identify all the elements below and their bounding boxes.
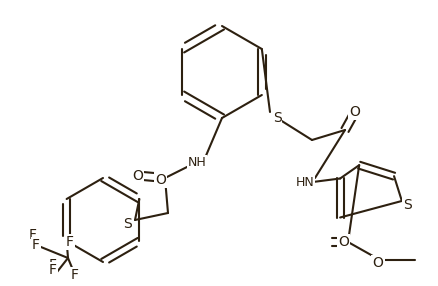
- Text: F: F: [49, 258, 57, 272]
- Text: HN: HN: [296, 176, 314, 190]
- Text: O: O: [155, 173, 166, 187]
- Text: O: O: [132, 169, 143, 183]
- Text: F: F: [29, 228, 37, 242]
- Text: S: S: [272, 111, 281, 125]
- Text: F: F: [66, 235, 74, 249]
- Text: S: S: [123, 217, 131, 231]
- Text: F: F: [49, 263, 57, 277]
- Text: F: F: [32, 238, 40, 252]
- Text: NH: NH: [187, 156, 206, 168]
- Text: O: O: [373, 256, 383, 270]
- Text: F: F: [71, 268, 79, 282]
- Text: S: S: [403, 198, 411, 212]
- Text: O: O: [350, 105, 360, 119]
- Text: O: O: [338, 235, 349, 249]
